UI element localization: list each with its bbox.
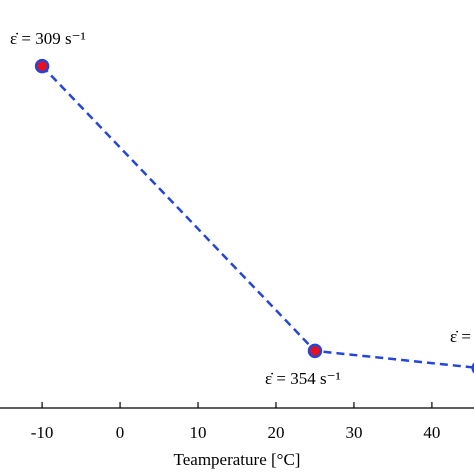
annotation: ε̇ = <box>450 327 471 346</box>
data-point <box>307 343 323 359</box>
x-tick-label: 30 <box>345 423 362 442</box>
x-tick-label: 10 <box>190 423 207 442</box>
x-axis-label: Teamperature [°C] <box>174 450 301 469</box>
annotation: ε̇ = 309 s⁻¹ <box>10 29 86 48</box>
x-tick-label: 20 <box>267 423 284 442</box>
x-tick-label: -10 <box>31 423 54 442</box>
x-tick-label: 0 <box>116 423 125 442</box>
data-point <box>34 58 50 74</box>
x-tick-label: 40 <box>423 423 440 442</box>
series-line <box>41 65 474 369</box>
annotation: ε̇ = 354 s⁻¹ <box>265 369 341 388</box>
